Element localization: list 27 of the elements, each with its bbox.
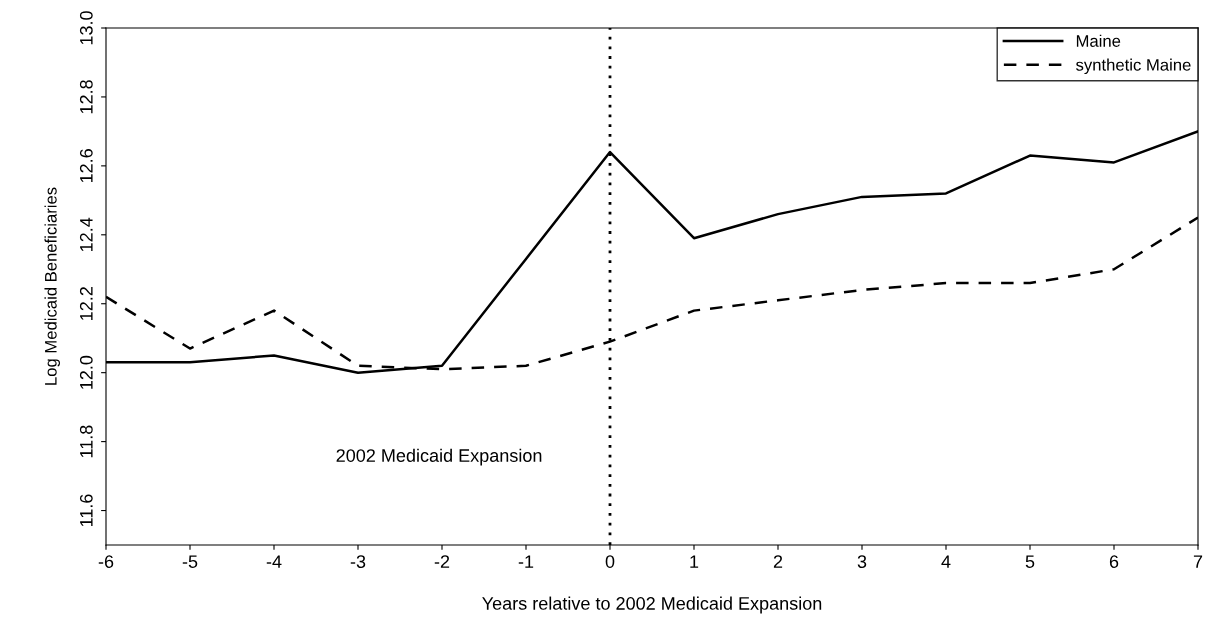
x-tick-label: 6 (1109, 555, 1119, 568)
legend-label: synthetic Maine (1076, 58, 1191, 75)
x-tick-label: -4 (266, 555, 282, 568)
y-tick-label: 12.0 (79, 355, 93, 389)
y-tick-label: 12.8 (79, 80, 93, 114)
x-tick-label: 2 (773, 555, 783, 568)
x-tick-label: -5 (182, 555, 198, 568)
y-axis-title: Log Medicaid Beneficiaries (44, 187, 60, 385)
x-tick-label: -3 (350, 555, 366, 568)
y-tick-label: 12.4 (79, 217, 93, 251)
x-tick-label: -1 (518, 555, 534, 568)
x-tick-label: 7 (1193, 555, 1203, 568)
x-tick-label: 3 (857, 555, 867, 568)
x-axis-title: Years relative to 2002 Medicaid Expansion (482, 596, 822, 614)
y-tick-label: 12.2 (79, 287, 93, 320)
x-tick-label: 4 (941, 555, 951, 568)
annotation: 2002 Medicaid Expansion (336, 448, 542, 466)
y-tick-label: 11.6 (79, 494, 93, 527)
x-tick-label: 1 (690, 555, 699, 568)
legend-label: Maine (1076, 34, 1121, 47)
x-tick-label: -2 (434, 555, 450, 568)
x-tick-label: -6 (98, 555, 114, 568)
x-tick-label: 5 (1025, 555, 1035, 568)
y-tick-label: 13.0 (79, 11, 93, 45)
y-tick-label: 12.6 (79, 149, 93, 183)
y-tick-label: 11.8 (79, 425, 93, 458)
x-tick-label: 0 (605, 555, 615, 568)
